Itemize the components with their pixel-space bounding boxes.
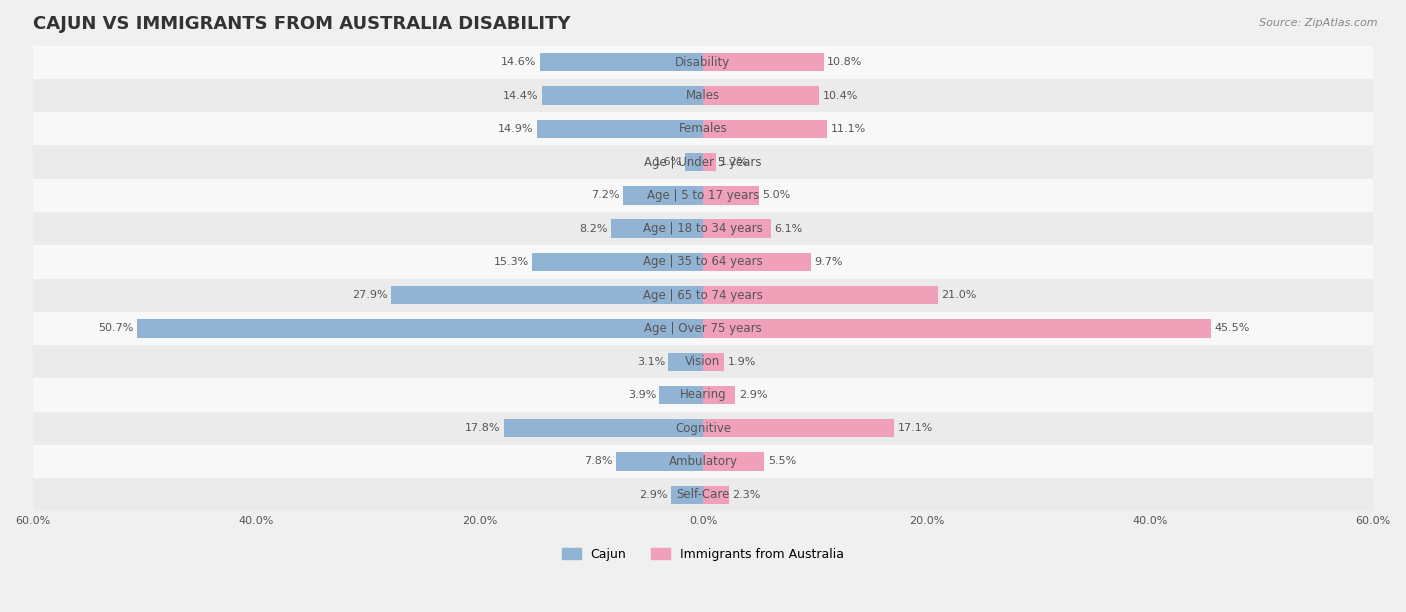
Text: 14.6%: 14.6% bbox=[501, 58, 537, 67]
Bar bbox=[32, 312, 1374, 345]
Bar bbox=[671, 485, 703, 504]
Bar bbox=[703, 386, 735, 404]
Bar bbox=[616, 452, 703, 471]
Bar bbox=[32, 445, 1374, 478]
Bar bbox=[703, 53, 824, 72]
Text: 5.0%: 5.0% bbox=[762, 190, 790, 200]
Text: Source: ZipAtlas.com: Source: ZipAtlas.com bbox=[1260, 18, 1378, 28]
Bar bbox=[32, 378, 1374, 412]
Text: Males: Males bbox=[686, 89, 720, 102]
Bar bbox=[32, 278, 1374, 312]
Text: 14.9%: 14.9% bbox=[498, 124, 533, 134]
Bar bbox=[32, 146, 1374, 179]
Text: 1.6%: 1.6% bbox=[654, 157, 682, 167]
Bar bbox=[612, 220, 703, 238]
Text: 1.9%: 1.9% bbox=[727, 357, 756, 367]
Text: Disability: Disability bbox=[675, 56, 731, 69]
Bar bbox=[32, 46, 1374, 79]
Bar bbox=[505, 419, 703, 438]
Bar bbox=[703, 485, 728, 504]
Text: Age | Over 75 years: Age | Over 75 years bbox=[644, 322, 762, 335]
Text: 7.8%: 7.8% bbox=[583, 457, 613, 466]
Bar bbox=[32, 412, 1374, 445]
Bar bbox=[703, 452, 765, 471]
Bar bbox=[703, 319, 1212, 338]
Text: Age | 65 to 74 years: Age | 65 to 74 years bbox=[643, 289, 763, 302]
Text: 50.7%: 50.7% bbox=[98, 323, 134, 334]
Text: 8.2%: 8.2% bbox=[579, 223, 607, 234]
Bar bbox=[668, 353, 703, 371]
Bar bbox=[136, 319, 703, 338]
Text: 10.8%: 10.8% bbox=[827, 58, 862, 67]
Bar bbox=[703, 186, 759, 204]
Text: 2.3%: 2.3% bbox=[733, 490, 761, 500]
Text: 14.4%: 14.4% bbox=[503, 91, 538, 100]
Bar bbox=[531, 253, 703, 271]
Text: 7.2%: 7.2% bbox=[591, 190, 619, 200]
Text: Hearing: Hearing bbox=[679, 389, 727, 401]
Text: Age | 5 to 17 years: Age | 5 to 17 years bbox=[647, 189, 759, 202]
Bar bbox=[543, 86, 703, 105]
Text: 3.9%: 3.9% bbox=[627, 390, 657, 400]
Bar bbox=[32, 179, 1374, 212]
Bar bbox=[32, 212, 1374, 245]
Text: Ambulatory: Ambulatory bbox=[668, 455, 738, 468]
Text: 15.3%: 15.3% bbox=[494, 257, 529, 267]
Bar bbox=[391, 286, 703, 304]
Text: Cognitive: Cognitive bbox=[675, 422, 731, 435]
Text: 17.1%: 17.1% bbox=[897, 424, 932, 433]
Text: Age | 35 to 64 years: Age | 35 to 64 years bbox=[643, 255, 763, 269]
Bar bbox=[703, 253, 811, 271]
Text: 9.7%: 9.7% bbox=[814, 257, 844, 267]
Text: 2.9%: 2.9% bbox=[638, 490, 668, 500]
Bar bbox=[703, 286, 938, 304]
Text: 3.1%: 3.1% bbox=[637, 357, 665, 367]
Bar bbox=[703, 220, 770, 238]
Text: Self-Care: Self-Care bbox=[676, 488, 730, 501]
Text: 11.1%: 11.1% bbox=[831, 124, 866, 134]
Bar bbox=[623, 186, 703, 204]
Text: Vision: Vision bbox=[685, 355, 721, 368]
Bar bbox=[32, 79, 1374, 112]
Text: 5.5%: 5.5% bbox=[768, 457, 796, 466]
Bar bbox=[32, 345, 1374, 378]
Text: 21.0%: 21.0% bbox=[941, 290, 976, 300]
Text: 27.9%: 27.9% bbox=[353, 290, 388, 300]
Text: 6.1%: 6.1% bbox=[775, 223, 803, 234]
Bar bbox=[32, 478, 1374, 512]
Text: Age | 18 to 34 years: Age | 18 to 34 years bbox=[643, 222, 763, 235]
Bar bbox=[703, 86, 820, 105]
Bar bbox=[685, 153, 703, 171]
Bar bbox=[32, 112, 1374, 146]
Bar bbox=[703, 153, 717, 171]
Text: Females: Females bbox=[679, 122, 727, 135]
Bar bbox=[537, 120, 703, 138]
Text: Age | Under 5 years: Age | Under 5 years bbox=[644, 155, 762, 168]
Text: CAJUN VS IMMIGRANTS FROM AUSTRALIA DISABILITY: CAJUN VS IMMIGRANTS FROM AUSTRALIA DISAB… bbox=[32, 15, 569, 33]
Text: 17.8%: 17.8% bbox=[465, 424, 501, 433]
Legend: Cajun, Immigrants from Australia: Cajun, Immigrants from Australia bbox=[557, 543, 849, 565]
Text: 10.4%: 10.4% bbox=[823, 91, 858, 100]
Bar bbox=[703, 120, 827, 138]
Bar bbox=[659, 386, 703, 404]
Bar bbox=[32, 245, 1374, 278]
Bar bbox=[540, 53, 703, 72]
Text: 45.5%: 45.5% bbox=[1215, 323, 1250, 334]
Text: 2.9%: 2.9% bbox=[738, 390, 768, 400]
Text: 1.2%: 1.2% bbox=[720, 157, 748, 167]
Bar bbox=[703, 353, 724, 371]
Bar bbox=[703, 419, 894, 438]
